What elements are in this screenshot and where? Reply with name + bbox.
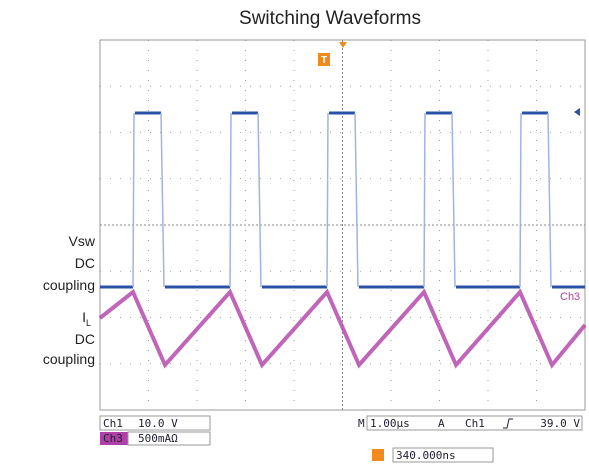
ch1-label: Ch1 [103, 417, 123, 430]
ch3-label: Ch3 [103, 432, 123, 445]
trigger-marker: T [321, 55, 327, 66]
timebase: 1.00µs [370, 417, 410, 430]
il-label: DC [75, 331, 95, 347]
ch1-scale: 10.0 V [138, 417, 178, 430]
trigger-source: Ch1 [465, 417, 485, 430]
vsw-label: coupling [43, 277, 95, 293]
vsw-label: DC [75, 255, 95, 271]
position-icon [372, 449, 384, 461]
screenshot: Switching Waveforms T Ch3 Vsw DC couplin… [0, 0, 589, 466]
trigger-mode: A [438, 417, 445, 430]
ch3-scale: 500mAΩ [138, 432, 178, 445]
vsw-label: Vsw [69, 233, 96, 249]
title: Switching Waveforms [239, 8, 421, 29]
il-label: coupling [43, 351, 95, 367]
trace-label: Ch3 [560, 291, 580, 303]
position: 340.000ns [396, 449, 456, 462]
timebase-prefix: M [358, 417, 365, 430]
il-subscript: L [86, 318, 91, 328]
trigger-level: 39.0 V [540, 417, 580, 430]
